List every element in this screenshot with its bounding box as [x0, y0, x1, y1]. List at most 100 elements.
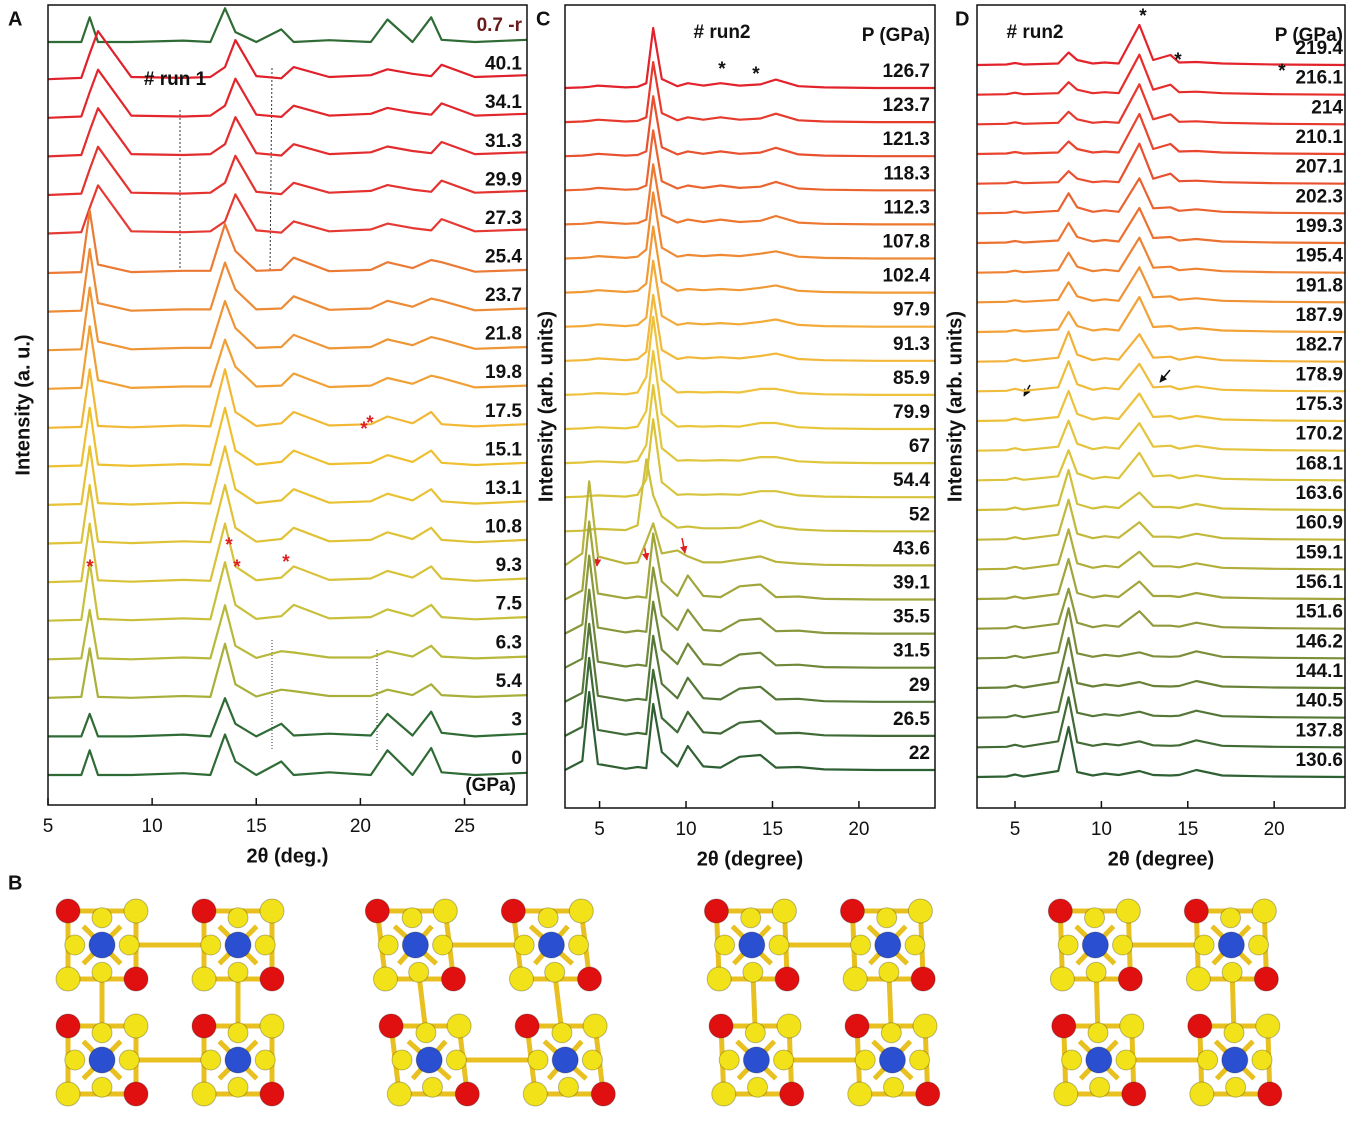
atom	[422, 1077, 442, 1097]
atom	[719, 1050, 739, 1070]
xrd-trace	[48, 288, 527, 351]
atom	[569, 899, 593, 923]
atom	[769, 935, 789, 955]
xrd-trace	[565, 62, 935, 122]
atom	[192, 1082, 216, 1106]
atom	[255, 935, 275, 955]
atom	[378, 935, 398, 955]
panel-label: D	[955, 8, 969, 30]
pressure-label: 0.7 -r	[477, 15, 523, 36]
bond	[419, 979, 425, 1026]
pressure-label: 168.1	[1295, 453, 1343, 474]
pressure-label: 79.9	[893, 402, 930, 423]
atom	[446, 1050, 466, 1070]
pressure-label: 19.8	[485, 362, 522, 383]
annotation: *	[1174, 50, 1182, 71]
xrd-trace	[565, 692, 935, 770]
atom	[124, 967, 148, 991]
pressure-label: 97.9	[893, 300, 930, 321]
crystal-structures	[56, 899, 1282, 1106]
xrd-trace	[977, 589, 1345, 629]
pressure-label: 170.2	[1295, 424, 1343, 445]
x-tick-label: 15	[762, 819, 783, 840]
xrd-trace	[565, 556, 935, 634]
xrd-trace	[977, 55, 1345, 95]
atom	[855, 1050, 875, 1070]
atom	[56, 967, 80, 991]
atom	[409, 962, 429, 982]
atom	[1048, 899, 1072, 923]
xrd-trace	[977, 559, 1345, 599]
atom	[1190, 1082, 1214, 1106]
atom	[1258, 1082, 1282, 1106]
pressure-label: 144.1	[1295, 661, 1343, 682]
xrd-trace	[977, 361, 1345, 391]
atom	[704, 899, 728, 923]
xrd-trace	[565, 164, 935, 224]
atom	[538, 908, 558, 928]
atom	[228, 908, 248, 928]
xrd-trace	[48, 185, 527, 233]
pressure-label: 21.8	[485, 324, 522, 345]
panel: 126.7123.7121.3118.3112.3107.8102.497.99…	[535, 5, 935, 870]
atom	[772, 899, 796, 923]
atom	[774, 1050, 794, 1070]
atom	[1222, 962, 1242, 982]
atom	[1249, 935, 1269, 955]
atom	[433, 899, 457, 923]
pressure-label: 210.1	[1295, 127, 1343, 148]
xrd-trace	[977, 727, 1345, 777]
annotation: *	[718, 59, 726, 80]
xrd-trace	[565, 227, 935, 293]
pressure-label: 118.3	[884, 163, 931, 184]
xrd-trace	[977, 697, 1345, 747]
atom	[916, 1082, 940, 1106]
atom	[509, 967, 533, 991]
x-tick-label: 20	[848, 819, 869, 840]
x-tick-label: 10	[675, 819, 696, 840]
atom	[441, 967, 465, 991]
atom	[501, 899, 525, 923]
pressure-label: 121.3	[882, 129, 930, 150]
panel: 219.4216.1214210.1207.1202.3199.3195.419…	[944, 5, 1345, 870]
annotation: *	[282, 552, 290, 573]
atom	[1090, 1077, 1110, 1097]
atom	[1218, 932, 1244, 958]
xrd-trace	[48, 147, 527, 195]
xrd-trace	[565, 130, 935, 190]
panel: 0.7 -r40.134.131.329.927.325.423.721.819…	[8, 5, 527, 867]
pressure-label: 195.4	[1295, 246, 1343, 267]
atom	[775, 967, 799, 991]
pressure-label: 159.1	[1295, 542, 1343, 563]
atom	[228, 962, 248, 982]
xrd-trace	[565, 317, 935, 395]
xrd-trace	[565, 261, 935, 327]
atom	[883, 1077, 903, 1097]
annotation: *	[233, 557, 241, 578]
pressure-label: 151.6	[1295, 602, 1343, 623]
xrd-trace	[48, 108, 527, 156]
atom	[392, 1050, 412, 1070]
atom	[1050, 967, 1074, 991]
panel-label: C	[536, 8, 550, 30]
x-tick-label: 20	[350, 816, 371, 837]
pressure-label: 27.3	[485, 208, 522, 229]
pressure-label: 34.1	[485, 92, 522, 113]
atom	[582, 1050, 602, 1070]
atom	[741, 908, 761, 928]
pressure-label: 35.5	[893, 607, 930, 628]
pressure-label: 130.6	[1295, 750, 1343, 771]
atom	[1054, 1082, 1078, 1106]
run-label: # run2	[1006, 22, 1063, 43]
pressure-label: 140.5	[1295, 691, 1343, 712]
x-tick-label: 20	[1264, 819, 1285, 840]
atom	[124, 899, 148, 923]
legend-title: P (GPa)	[862, 25, 930, 46]
atom	[1113, 935, 1133, 955]
atom	[515, 1014, 539, 1038]
xrd-trace	[977, 608, 1345, 658]
atom	[1194, 935, 1214, 955]
pressure-label: 199.3	[1295, 216, 1343, 237]
annotation: *	[1278, 61, 1286, 82]
x-tick-label: 15	[1177, 819, 1198, 840]
